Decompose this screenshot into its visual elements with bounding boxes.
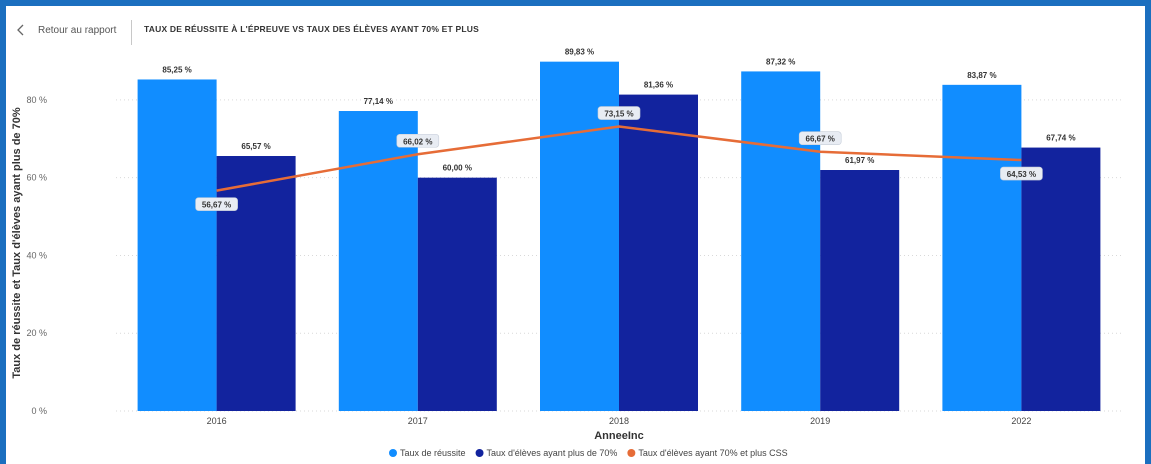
line-label-box (798, 131, 842, 146)
legend-label-3: Taux d'élèves ayant 70% et plus CSS (638, 448, 787, 458)
bar-data-label: 61,97 % (845, 156, 874, 165)
bar-2-2017 (417, 177, 497, 411)
top-bar: Retour au rapport TAUX DE RÉUSSITE À L'É… (6, 6, 1145, 50)
data-labels: 85,25 % 65,57 % 77,14 % 60,00 % 89,83 % 81,36… (162, 48, 1076, 211)
y-tick-label: 60 % (26, 173, 47, 183)
back-to-report-button[interactable]: Retour au rapport (14, 20, 116, 40)
bar-2-2019 (820, 170, 900, 411)
bar-1-2022 (942, 84, 1022, 411)
bar-data-label: 77,14 % (364, 97, 393, 106)
x-tick-label: 2016 (207, 416, 227, 426)
line-label-box (597, 106, 641, 120)
bar-data-label: 85,25 % (162, 65, 191, 74)
y-tick-label: 80 % (26, 95, 47, 105)
y-axis-title: Taux de réussite et Taux d'élèves ayant … (11, 107, 23, 378)
x-tick-label: 2017 (408, 416, 428, 426)
bar-1-2019 (741, 71, 821, 411)
bar-data-label: 87,32 % (766, 57, 795, 66)
bar-data-label: 81,36 % (644, 81, 673, 90)
legend-marker-1 (389, 449, 397, 457)
back-label: Retour au rapport (38, 24, 117, 36)
y-axis: 0 % 20 % 40 % 60 % 80 % (26, 95, 47, 416)
report-frame: Retour au rapport TAUX DE RÉUSSITE À L'É… (6, 6, 1145, 464)
legend-marker-2 (475, 449, 484, 457)
page-title: TAUX DE RÉUSSITE À L'ÉPREUVE VS TAUX DES… (144, 24, 479, 34)
bar-1-2018 (540, 61, 619, 412)
line-label-text: 64,53 % (1007, 170, 1036, 179)
y-tick-label: 20 % (26, 328, 47, 338)
line-label-text: 56,67 % (202, 201, 231, 210)
line-data-label: 64,53 % (1000, 166, 1043, 181)
line-data-label: 73,15 % (597, 106, 641, 120)
legend: Taux de réussite Taux d'élèves ayant plus… (389, 448, 788, 458)
legend-label-2: Taux d'élèves ayant plus de 70% (487, 448, 618, 458)
legend-marker-3 (627, 449, 636, 457)
line-label-text: 73,15 % (604, 110, 633, 119)
x-tick-label: 2018 (609, 416, 629, 426)
x-axis-title: AnneeInc (594, 430, 644, 442)
legend-label-1: Taux de réussite (400, 448, 466, 458)
line-label-box (1000, 166, 1043, 181)
line-data-label: 66,02 % (396, 133, 440, 148)
line-path (216, 125, 1022, 192)
bar-data-label: 65,57 % (241, 142, 270, 151)
bar-data-label: 60,00 % (443, 164, 472, 173)
line-data-label: 56,67 % (195, 197, 238, 211)
line-data-label: 66,67 % (798, 131, 842, 146)
bar-2-2018 (619, 94, 698, 411)
line-series (216, 125, 1022, 192)
divider (131, 20, 132, 45)
bar-data-label: 67,74 % (1046, 134, 1075, 143)
x-tick-label: 2022 (1011, 416, 1031, 426)
line-label-text: 66,02 % (403, 137, 432, 146)
y-tick-label: 0 % (31, 406, 47, 416)
y-tick-label: 40 % (26, 250, 47, 260)
bar-2-2016 (216, 156, 296, 411)
line-label-box (195, 197, 238, 211)
chevron-left-icon (17, 24, 24, 36)
chart: 0 % 20 % 40 % 60 % 80 % 85,25 % 65,57 % 77,14 … (11, 48, 1122, 458)
line-label-text: 66,67 % (806, 135, 835, 144)
x-tick-label: 2019 (810, 416, 830, 426)
x-axis: AnneeInc 2016 2017 2018 2019 2022 (207, 416, 1032, 442)
line-label-box (396, 133, 440, 148)
bar-data-label: 89,83 % (565, 48, 594, 57)
bar-data-label: 83,87 % (967, 71, 996, 80)
bar-2-2022 (1021, 147, 1101, 412)
bar-1-2016 (137, 79, 217, 411)
